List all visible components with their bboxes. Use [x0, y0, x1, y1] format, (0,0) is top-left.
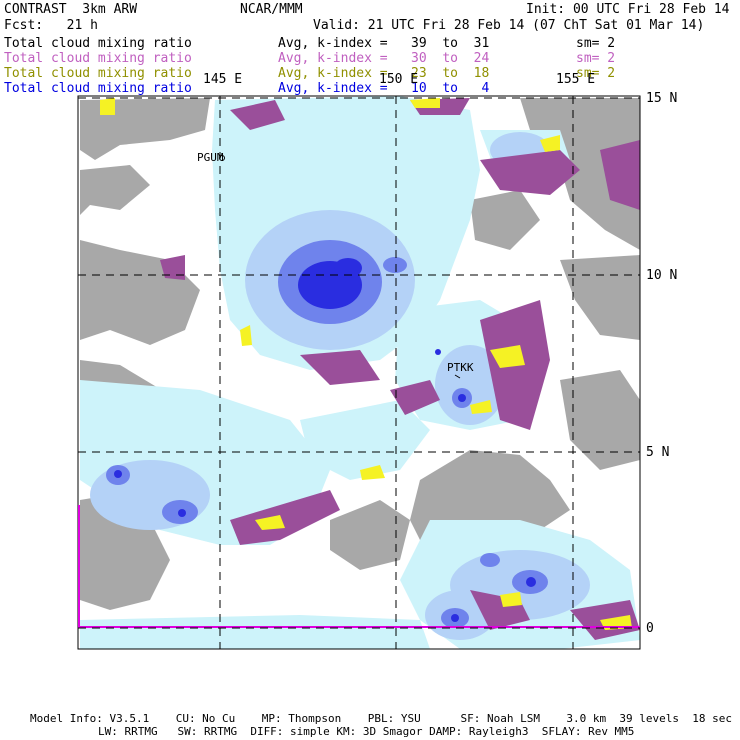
field-sm-2: sm= 2 — [576, 51, 616, 66]
org-label: NCAR/MMM — [240, 2, 303, 17]
field-sm-3: sm= 2 — [576, 66, 616, 81]
map-field — [78, 96, 640, 649]
station-label-ptkk: PTKK — [447, 361, 474, 374]
land-shading — [80, 98, 640, 610]
field-stat-4: Avg, k-index = 10 to 4 — [278, 81, 490, 96]
field-name-1: Total cloud mixing ratio — [4, 36, 192, 51]
lat-label-0: 0 — [646, 621, 654, 636]
field-sm-1: sm= 2 — [576, 36, 616, 51]
cloud-core — [114, 258, 536, 622]
plot-frame — [77, 95, 641, 650]
init-time: Init: 00 UTC Fri 28 Feb 14 — [526, 2, 730, 17]
station-marker-ptkk — [454, 374, 461, 379]
field-name-2: Total cloud mixing ratio — [4, 51, 192, 66]
station-marker-pgum — [219, 155, 225, 161]
lat-label-5n: 5 N — [646, 445, 670, 460]
lat-label-10n: 10 N — [646, 268, 678, 283]
field-name-3: Total cloud mixing ratio — [4, 66, 192, 81]
lat-label-15n: 15 N — [646, 91, 678, 106]
valid-time: Valid: 21 UTC Fri 28 Feb 14 (07 ChT Sat … — [313, 18, 705, 33]
forecast-hour: Fcst: 21 h — [4, 18, 98, 33]
model-title: CONTRAST 3km ARW — [4, 2, 138, 17]
field-stat-1: Avg, k-index = 39 to 31 — [278, 36, 490, 51]
domain-boundary — [78, 505, 640, 628]
lon-label-150e: 150 E — [379, 72, 419, 87]
lon-label-145e: 145 E — [203, 72, 243, 87]
field-stat-3: Avg, k-index = 23 to 18 — [278, 66, 490, 81]
station-label-pgum: PGUM — [197, 151, 224, 164]
field-stat-2: Avg, k-index = 30 to 24 — [278, 51, 490, 66]
lon-label-155e: 155 E — [556, 72, 596, 87]
field-name-4: Total cloud mixing ratio — [4, 81, 192, 96]
lat-lon-grid — [78, 96, 640, 649]
model-info-line-2: LW: RRTMG SW: RRTMG DIFF: simple KM: 3D … — [98, 725, 635, 738]
model-info-line-1: Model Info: V3.5.1 CU: No Cu MP: Thompso… — [30, 712, 732, 725]
